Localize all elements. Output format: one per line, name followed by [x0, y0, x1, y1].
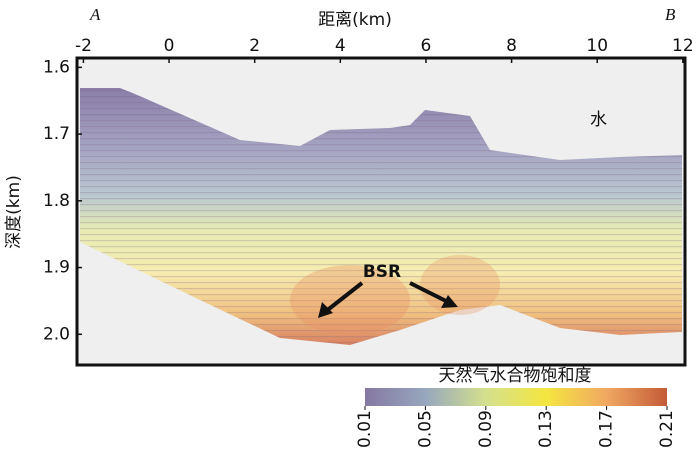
y-tick-label: 1.8: [43, 191, 70, 211]
colorbar-tick-label: 0.09: [476, 410, 496, 448]
colorbar-tick-label: 0.21: [657, 410, 677, 448]
x-tick-label: 10: [586, 36, 608, 56]
x-tick-label: 4: [335, 36, 346, 56]
seismic-reflections: [80, 88, 682, 345]
y-axis-label: 深度(km): [4, 175, 24, 249]
colorbar-title: 天然气水合物饱和度: [439, 366, 592, 386]
colorbar-tick-label: 0.01: [355, 410, 375, 448]
colorbar: [365, 388, 667, 406]
high-saturation-zone: [290, 265, 410, 335]
x-tick-label: 2: [249, 36, 260, 56]
annotation: 水: [590, 110, 607, 130]
x-tick-label: 0: [164, 36, 175, 56]
arrow-head: [441, 295, 458, 308]
annotation: B: [665, 5, 676, 24]
x-tick-label: 8: [506, 36, 517, 56]
y-tick-label: 1.7: [43, 124, 70, 144]
y-tick-label: 1.9: [43, 258, 70, 278]
arrow-head: [318, 302, 333, 318]
annotation: A: [89, 5, 101, 24]
y-tick-label: 1.6: [43, 57, 70, 77]
colorbar-tick-label: 0.13: [536, 410, 556, 448]
colorbar-tick-label: 0.05: [415, 410, 435, 448]
arrow: [409, 281, 449, 304]
x-tick-label: 6: [421, 36, 432, 56]
annotation: BSR: [363, 262, 401, 282]
plot-frame: [75, 56, 687, 367]
x-tick-label: -2: [75, 36, 92, 56]
high-saturation-zone: [420, 255, 500, 315]
arrow: [323, 281, 364, 314]
y-tick-label: 2.0: [43, 324, 70, 344]
x-tick-label: 12: [672, 36, 694, 56]
x-axis-label: 距离(km): [318, 10, 392, 30]
colorbar-tick-label: 0.17: [597, 410, 617, 448]
